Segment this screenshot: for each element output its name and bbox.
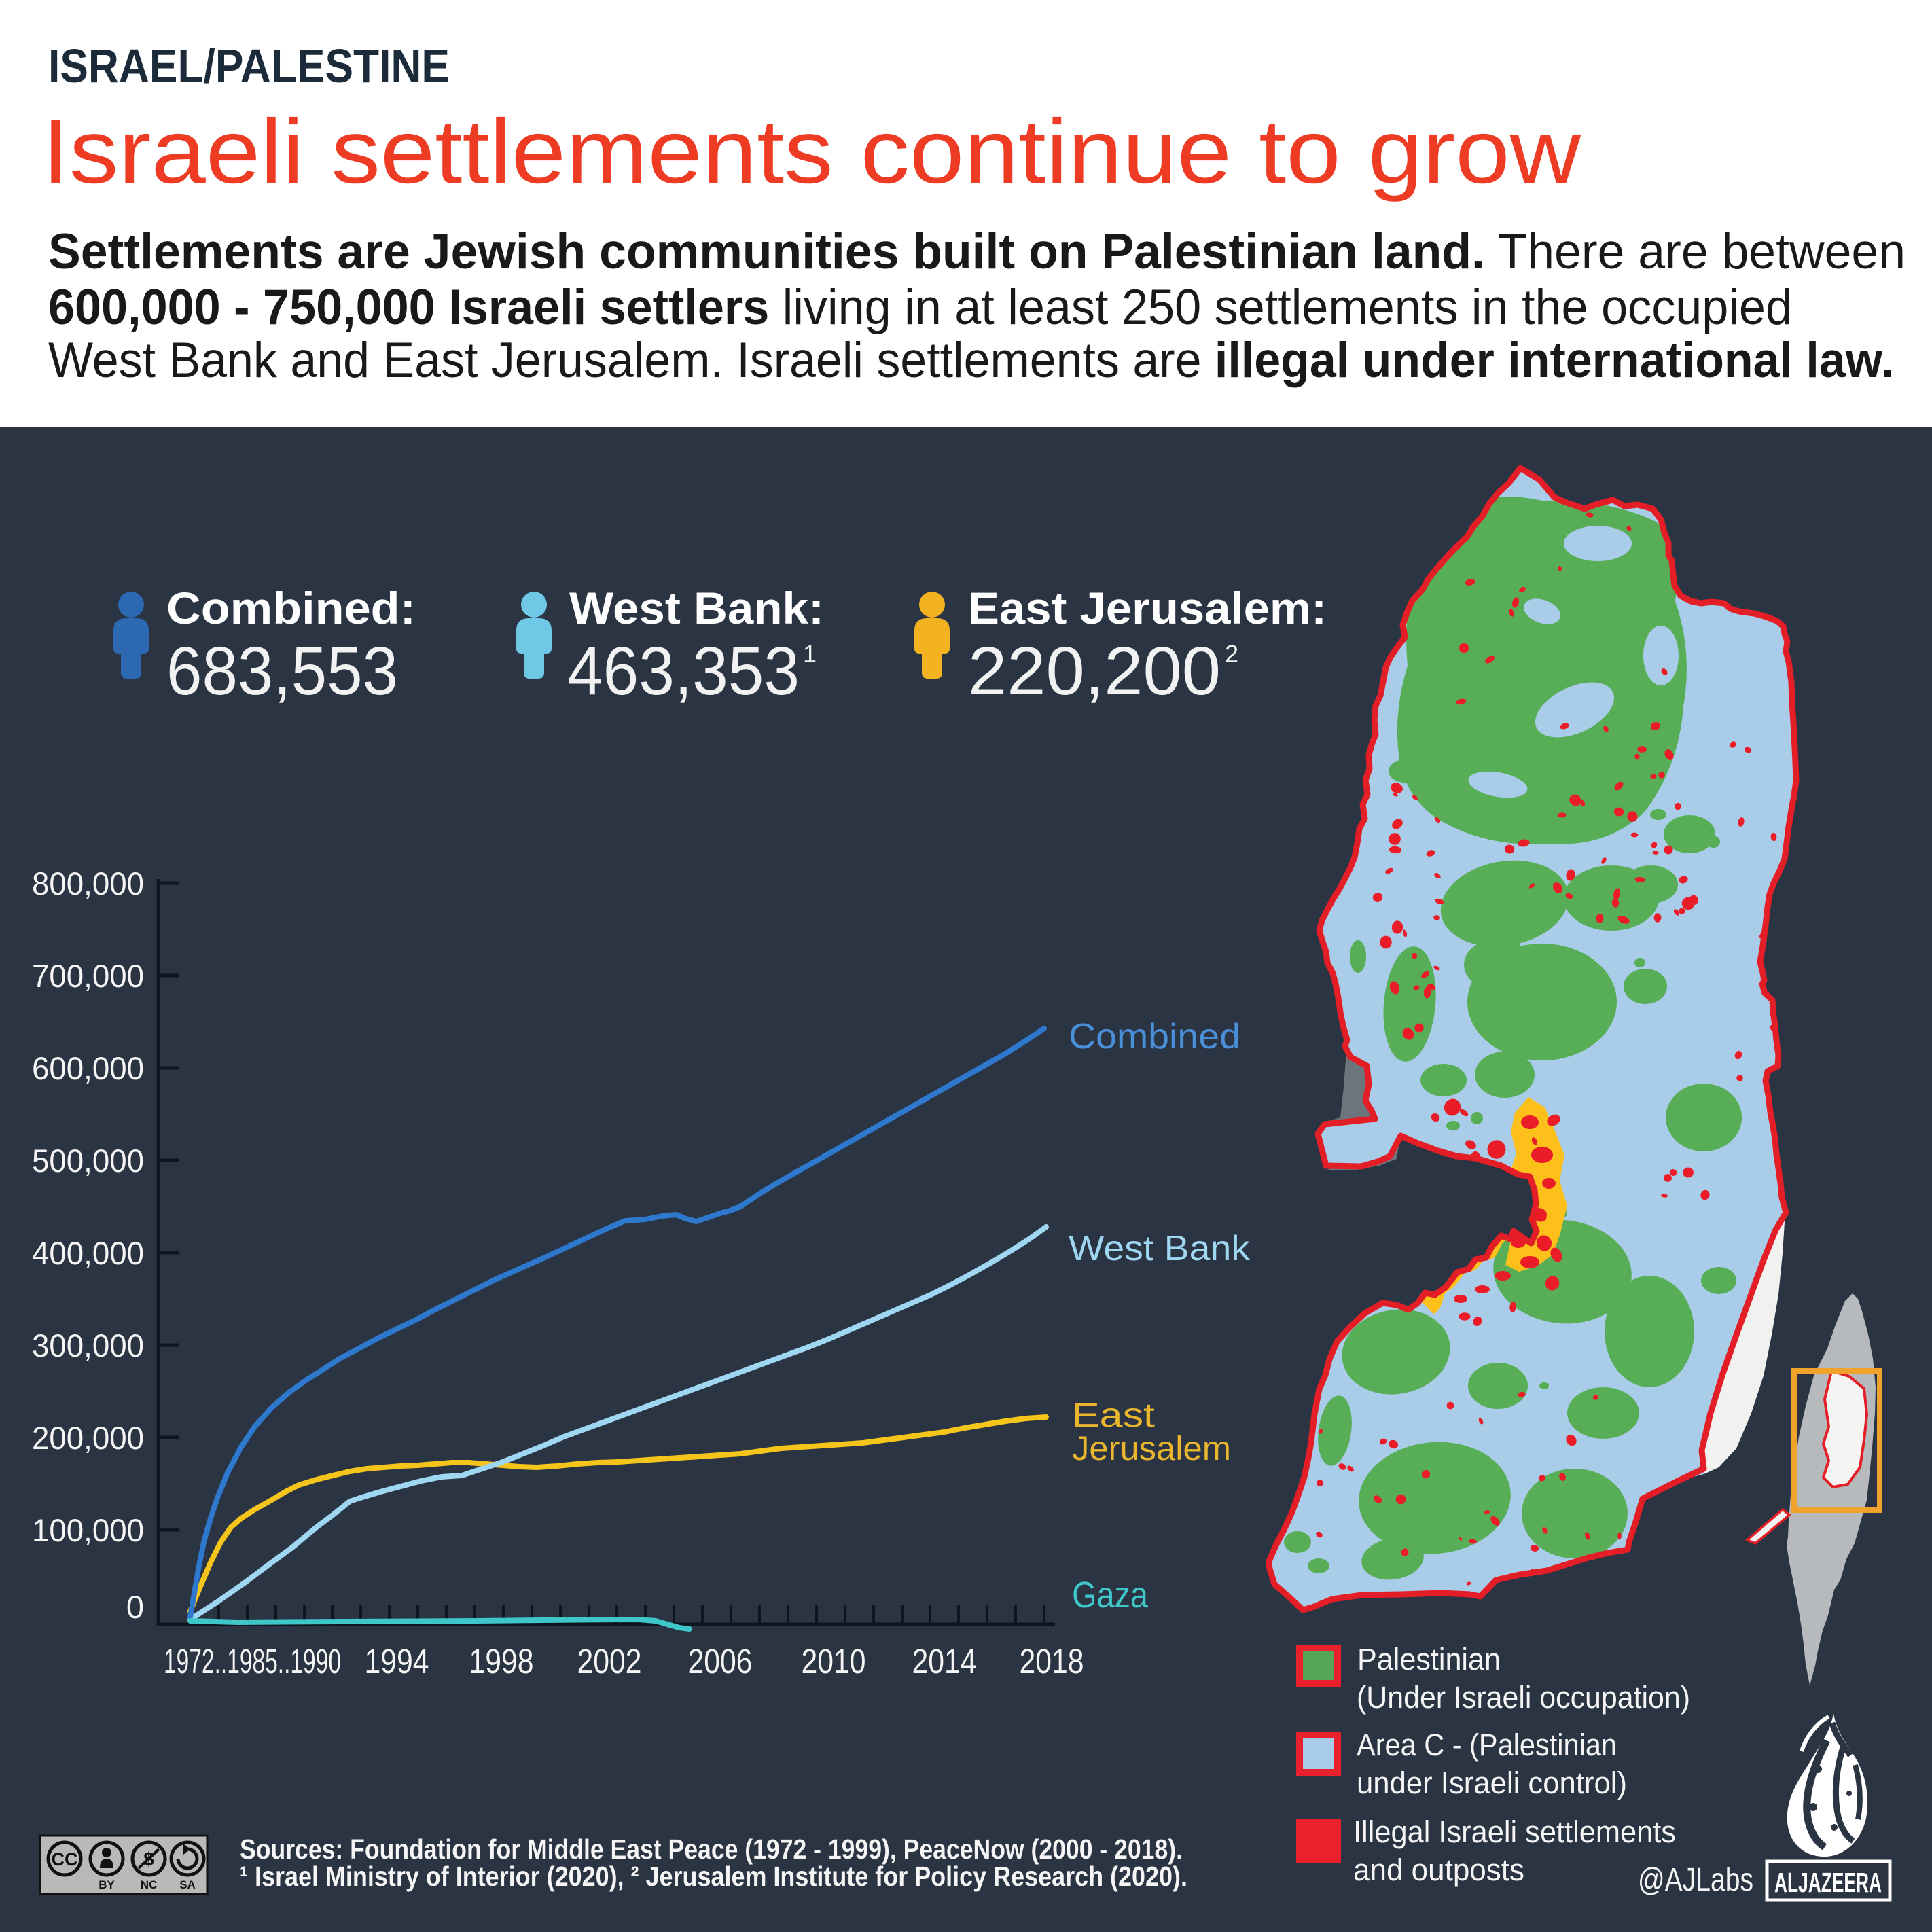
svg-text:under Israeli control): under Israeli control) xyxy=(1357,1766,1627,1800)
svg-text:220,200: 220,200 xyxy=(968,633,1221,709)
svg-text:Sources: Foundation for Middle: Sources: Foundation for Middle East Peac… xyxy=(240,1833,1183,1865)
svg-text:¹ Israel Ministry of Interior: ¹ Israel Ministry of Interior (2020), ² … xyxy=(240,1861,1187,1892)
svg-text:600,000 - 750,000 Israeli sett: 600,000 - 750,000 Israeli settlers livin… xyxy=(48,280,1792,335)
svg-text:NC: NC xyxy=(141,1878,158,1891)
svg-text:ALJAZEERA: ALJAZEERA xyxy=(1774,1867,1882,1898)
svg-text:1994: 1994 xyxy=(365,1642,429,1681)
svg-text:463,353: 463,353 xyxy=(567,633,800,709)
svg-text:2014: 2014 xyxy=(912,1642,977,1681)
svg-text:600,000: 600,000 xyxy=(32,1050,144,1086)
svg-text:East: East xyxy=(1072,1396,1155,1434)
svg-text:2002: 2002 xyxy=(577,1642,642,1681)
svg-text:1998: 1998 xyxy=(469,1642,534,1681)
svg-text:Settlements are Jewish communi: Settlements are Jewish communities built… xyxy=(48,224,1906,279)
svg-text:300,000: 300,000 xyxy=(32,1327,144,1363)
svg-text:and outposts: and outposts xyxy=(1353,1853,1524,1887)
svg-text:ISRAEL/PALESTINE: ISRAEL/PALESTINE xyxy=(48,39,450,92)
svg-text:SA: SA xyxy=(179,1878,196,1891)
svg-text:@AJLabs: @AJLabs xyxy=(1638,1862,1753,1898)
svg-text:2006: 2006 xyxy=(688,1642,753,1681)
svg-text:BY: BY xyxy=(99,1878,115,1891)
svg-text:100,000: 100,000 xyxy=(32,1512,144,1548)
svg-text:2: 2 xyxy=(1225,640,1238,668)
svg-text:1: 1 xyxy=(803,640,817,668)
svg-text:2018: 2018 xyxy=(1020,1642,1084,1681)
svg-text:West Bank: West Bank xyxy=(1069,1229,1251,1268)
svg-text:800,000: 800,000 xyxy=(32,865,144,901)
svg-text:CC: CC xyxy=(52,1849,78,1870)
svg-text:Israeli settlements continue t: Israeli settlements continue to grow xyxy=(42,101,1581,202)
svg-text:500,000: 500,000 xyxy=(32,1143,144,1179)
svg-text:West Bank and East Jerusalem.: West Bank and East Jerusalem. Israeli se… xyxy=(48,333,1894,388)
svg-text:Area C - (Palestinian: Area C - (Palestinian xyxy=(1357,1728,1617,1762)
svg-text:Palestinian: Palestinian xyxy=(1357,1642,1501,1677)
svg-text:683,553: 683,553 xyxy=(166,633,398,709)
svg-text:Gaza: Gaza xyxy=(1072,1575,1149,1615)
svg-text:1972..1985..1990: 1972..1985..1990 xyxy=(164,1642,341,1681)
svg-text:2010: 2010 xyxy=(802,1642,866,1681)
svg-text:700,000: 700,000 xyxy=(32,958,144,994)
svg-text:(Under Israeli occupation): (Under Israeli occupation) xyxy=(1357,1680,1690,1715)
svg-text:200,000: 200,000 xyxy=(32,1420,144,1456)
svg-text:400,000: 400,000 xyxy=(32,1235,144,1271)
svg-text:West Bank:: West Bank: xyxy=(569,583,824,633)
svg-text:East Jerusalem:: East Jerusalem: xyxy=(968,583,1327,633)
svg-text:Combined:: Combined: xyxy=(166,583,416,633)
svg-text:Illegal Israeli settlements: Illegal Israeli settlements xyxy=(1353,1814,1676,1849)
svg-text:Jerusalem: Jerusalem xyxy=(1072,1429,1231,1467)
svg-text:0: 0 xyxy=(126,1589,144,1625)
svg-text:Combined: Combined xyxy=(1069,1017,1240,1056)
